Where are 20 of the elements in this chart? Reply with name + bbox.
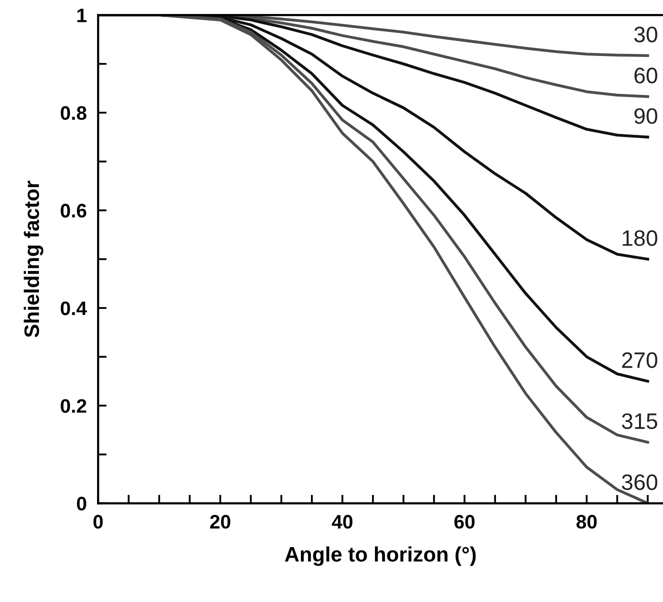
x-tick-label: 20 (210, 514, 230, 529)
y-axis-title: Shielding factor (24, 180, 44, 338)
y-tick-label: 1 (77, 8, 86, 22)
x-axis-title: Angle to horizon (°) (284, 546, 476, 566)
series-label: 360 (622, 474, 658, 490)
y-tick-label: 0.6 (60, 204, 86, 218)
series-label: 60 (634, 68, 658, 84)
series-label: 30 (634, 26, 658, 42)
series-label: 315 (622, 413, 658, 430)
y-tick-label: 0 (76, 496, 86, 511)
x-tick-label: 0 (93, 514, 103, 529)
x-tick-label: 80 (576, 514, 597, 529)
x-tick-label: 40 (332, 514, 352, 529)
y-tick-label: 0.4 (60, 301, 87, 316)
series-label: 180 (622, 230, 658, 246)
y-tick-label: 0.2 (60, 399, 86, 413)
x-tick-label: 60 (454, 514, 475, 529)
series-label: 90 (634, 108, 658, 124)
y-tick-label: 0.8 (60, 106, 86, 120)
series-label: 270 (622, 352, 658, 368)
